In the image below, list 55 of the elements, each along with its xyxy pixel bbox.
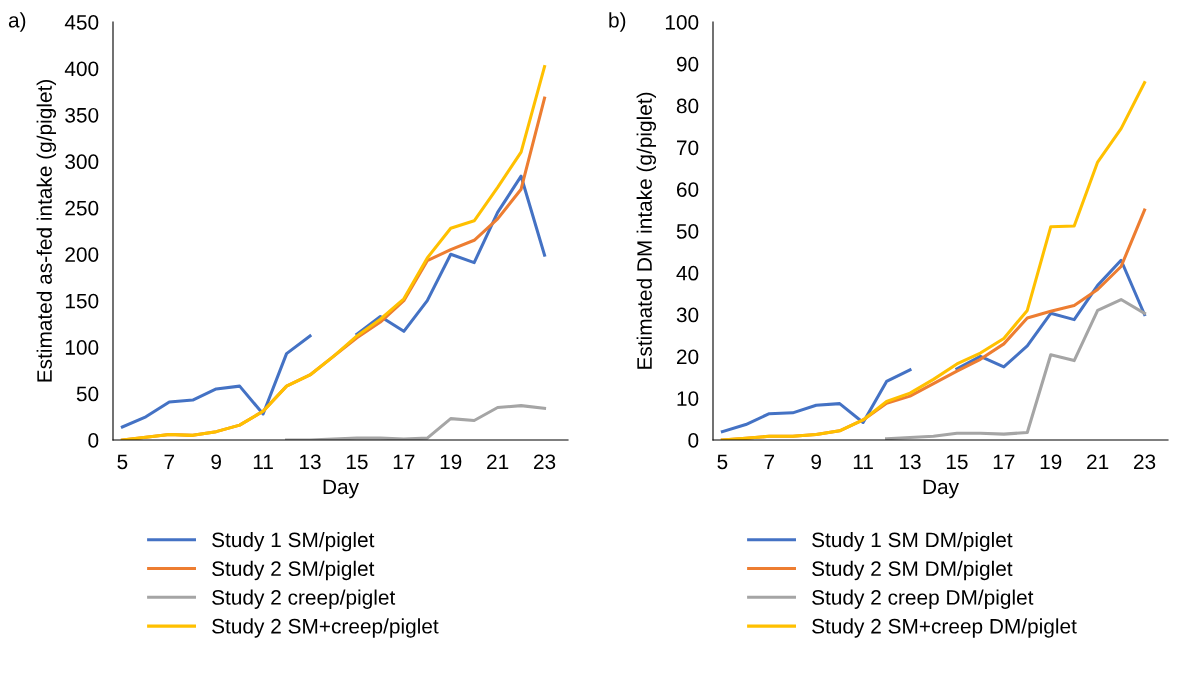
y-tick-label: 20 [676,349,699,365]
x-tick-label: 5 [717,454,728,470]
x-tick-label: 21 [1087,454,1109,469]
x-tick-label: 21 [487,454,509,469]
y-tick-label: 10 [677,391,699,406]
legend-label: Study 2 creep DM/piglet [812,589,1034,609]
legend-label: Study 1 SM DM/piglet [812,531,1013,552]
y-tick-label: 60 [677,182,699,197]
x-tick-label: 11 [853,454,873,469]
chart-title: a) [8,12,26,32]
chart-title: b) [609,12,626,32]
y-tick-label: 200 [65,247,99,262]
legend-label: Study 1 SM/piglet [212,531,375,552]
y-tick-label: 100 [665,15,699,30]
y-tick-label: 150 [65,293,99,309]
y-tick-label: 250 [65,200,99,216]
x-tick-label: 9 [211,454,221,470]
y-tick-label: 30 [676,307,699,323]
x-tick-label: 23 [534,454,556,470]
legend-label: Study 2 SM+creep DM/piglet [812,618,1077,638]
x-tick-label: 13 [300,454,321,470]
x-tick-label: 17 [993,454,1015,469]
x-tick-label: 5 [117,454,128,470]
y-tick-label: 400 [64,61,99,77]
legend-label: Study 2 SM/piglet [212,560,375,581]
y-tick-label: 350 [65,107,99,123]
x-tick-label: 15 [946,454,968,470]
y-tick-label: 300 [65,154,99,170]
y-tick-label: 40 [676,265,699,281]
y-tick-label: 90 [676,56,699,72]
y-axis-title: Estimated as-fed intake (g/piglet) [36,80,57,382]
legend-label: Study 2 SM+creep/piglet [212,618,439,638]
y-tick-label: 0 [688,433,699,448]
x-tick-label: 15 [346,454,368,470]
x-tick-label: 7 [764,454,775,469]
y-tick-label: 70 [677,140,699,156]
y-tick-label: 100 [65,340,99,355]
x-tick-label: 13 [900,454,921,470]
x-tick-label: 17 [393,454,415,469]
x-tick-label: 9 [811,454,821,470]
legend-label: Study 2 creep/piglet [212,589,396,609]
x-tick-label: 23 [1134,454,1156,470]
y-axis-title: Estimated DM intake (g/piglet) [636,92,657,369]
x-tick-label: 7 [164,454,175,469]
y-tick-label: 0 [88,433,99,448]
legend-label: Study 2 SM DM/piglet [812,560,1013,581]
y-tick-label: 80 [676,98,699,114]
y-tick-label: 450 [64,15,99,30]
x-tick-label: 19 [440,454,462,470]
y-tick-label: 50 [76,386,99,402]
y-tick-label: 50 [676,224,699,239]
x-axis-title: Day [323,479,359,499]
x-axis-title: Day [923,479,959,499]
x-tick-label: 11 [253,454,273,469]
x-tick-label: 19 [1040,454,1062,470]
